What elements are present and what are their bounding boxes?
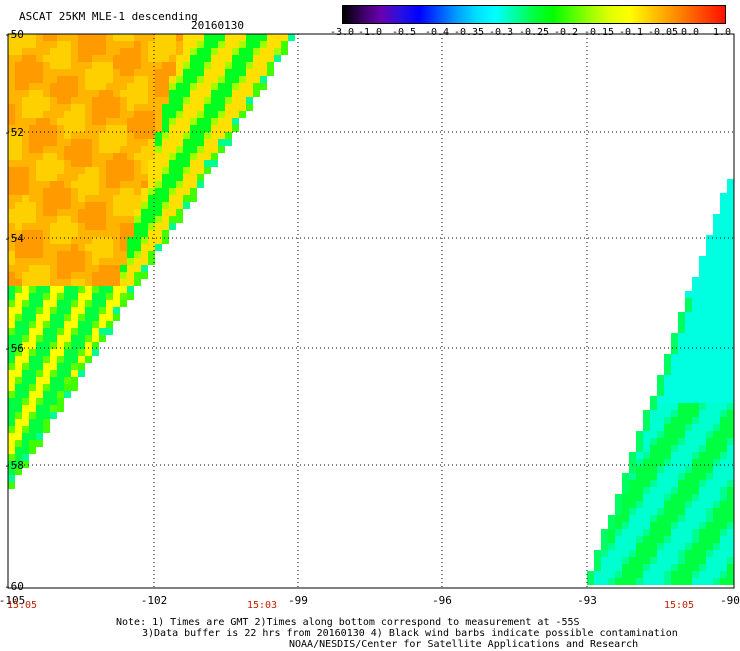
swath-east	[587, 179, 734, 585]
lat-label: -52	[4, 126, 24, 139]
colorbar-gradient	[343, 6, 725, 23]
time-label: 15:05	[663, 600, 695, 611]
colorbar-label: -0.15	[583, 27, 615, 38]
lon-label: -105	[0, 594, 26, 607]
colorbar-label: -0.25	[518, 27, 550, 38]
colorbar-label: -0.05	[647, 27, 679, 38]
colorbar-label: -0.1	[618, 27, 644, 38]
time-label: 15:03	[246, 600, 278, 611]
lat-label: -56	[4, 342, 24, 355]
lat-label: -60	[4, 580, 24, 593]
colorbar-label: -0.4	[424, 27, 450, 38]
plot-frame	[7, 33, 735, 589]
colorbar-label: -1.0	[357, 27, 383, 38]
map-date: 20160130	[191, 19, 244, 32]
colorbar-label: 0.0	[680, 27, 700, 38]
lon-label: -90	[720, 594, 740, 607]
lat-label: -54	[4, 232, 24, 245]
colorbar-label: 1.0	[712, 27, 732, 38]
swath-west	[8, 34, 295, 489]
time-label: 15:05	[6, 600, 38, 611]
colorbar-label: -0.5	[391, 27, 417, 38]
colorbar	[342, 5, 726, 24]
lon-label: -96	[432, 594, 452, 607]
colorbar-label: -3.0	[329, 27, 355, 38]
colorbar-label: -0.35	[453, 27, 485, 38]
note-line-1: Note: 1) Times are GMT 2)Times along bot…	[116, 617, 580, 628]
note-line-3: NOAA/NESDIS/Center for Satellite Applica…	[289, 639, 639, 650]
lon-label: -99	[288, 594, 308, 607]
lon-label: -93	[577, 594, 597, 607]
colorbar-label: -0.2	[553, 27, 579, 38]
grid-lines	[8, 34, 734, 588]
lat-label: -50	[4, 28, 24, 41]
lat-label: -58	[4, 459, 24, 472]
lon-label: -102	[140, 594, 168, 607]
note-line-2: 3)Data buffer is 22 hrs from 20160130 4)…	[142, 628, 678, 639]
map-title: ASCAT 25KM MLE-1 descending	[19, 10, 198, 23]
colorbar-label: -0.3	[488, 27, 514, 38]
